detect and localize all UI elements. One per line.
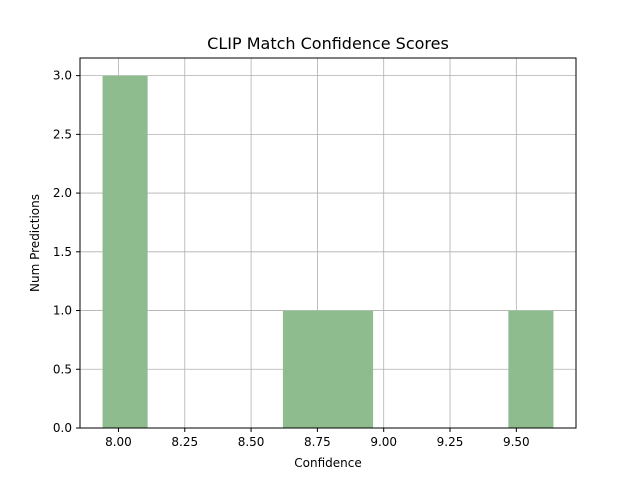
plot-frame [79,57,577,429]
y-tick-label-5: 2.5 [53,127,72,141]
histogram-bar-9 [508,310,554,428]
axis-ticks: 8.00 8.25 8.50 8.75 9.00 9.25 9.50 0.0 0.5 1.0 1.5… [53,69,530,449]
histogram-bar-5 [328,310,374,428]
histogram-bar-0 [102,75,148,428]
x-tick-label-4: 9.00 [370,435,397,449]
x-tick-label-3: 8.75 [304,435,331,449]
y-tick-label-0: 0.0 [53,421,72,435]
y-tick-label-2: 1.0 [53,304,72,318]
bars [102,75,554,428]
y-tick-label-1: 0.5 [53,362,72,376]
x-tick-label-2: 8.50 [238,435,265,449]
histogram-bar-4 [282,310,328,428]
y-tick-label-6: 3.0 [53,69,72,83]
chart-title: CLIP Match Confidence Scores [207,34,449,53]
x-axis-label: Confidence [294,456,361,470]
y-tick-label-3: 1.5 [53,245,72,259]
x-tick-label-6: 9.50 [503,435,530,449]
y-axis-label: Num Predictions [28,194,42,292]
y-tick-label-4: 2.0 [53,186,72,200]
x-tick-label-1: 8.25 [171,435,198,449]
x-tick-label-5: 9.25 [437,435,464,449]
x-tick-label-0: 8.00 [105,435,132,449]
